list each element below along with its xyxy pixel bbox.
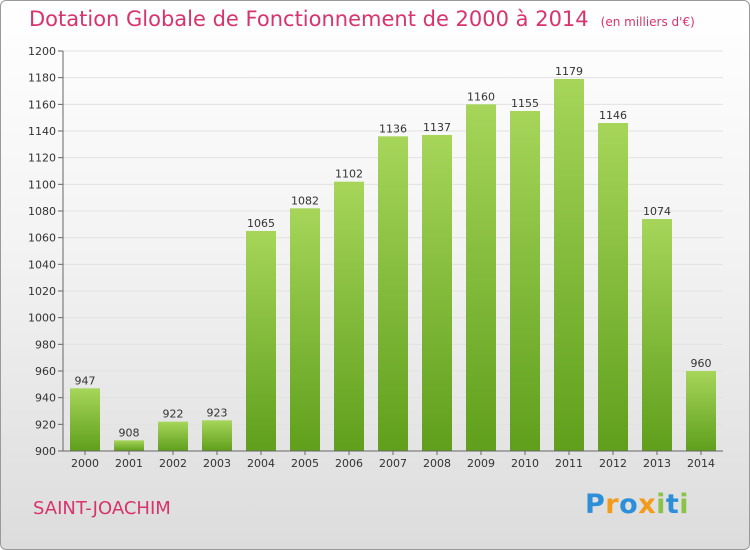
bar-value-label: 1102	[335, 168, 363, 181]
bar	[642, 219, 672, 451]
bar-value-label: 1074	[643, 205, 671, 218]
x-tick-label: 2002	[159, 457, 187, 470]
bar-value-label: 908	[119, 426, 140, 439]
chart-title-text: Dotation Globale de Fonctionnement de 20…	[29, 7, 589, 31]
y-tick-label: 920	[35, 418, 56, 431]
bar	[334, 181, 364, 451]
logo-letter: o	[619, 489, 639, 520]
bar	[510, 111, 540, 451]
y-tick-label: 1180	[28, 72, 56, 85]
bar-value-label: 947	[75, 374, 96, 387]
bar-value-label: 1160	[467, 90, 495, 103]
x-tick-label: 2013	[643, 457, 671, 470]
x-tick-label: 2005	[291, 457, 319, 470]
bar-value-label: 922	[163, 408, 184, 421]
bar	[114, 440, 144, 451]
bar-value-label: 1137	[423, 121, 451, 134]
x-tick-label: 2006	[335, 457, 363, 470]
bar-value-label: 1065	[247, 217, 275, 230]
bar	[598, 123, 628, 451]
town-name: SAINT-JOACHIM	[33, 498, 171, 519]
bar	[202, 420, 232, 451]
x-tick-label: 2003	[203, 457, 231, 470]
bar	[466, 104, 496, 451]
bar	[158, 421, 188, 451]
chart-title: Dotation Globale de Fonctionnement de 20…	[29, 7, 695, 31]
bar	[290, 208, 320, 451]
bar	[70, 388, 100, 451]
x-tick-label: 2011	[555, 457, 583, 470]
x-tick-label: 2009	[467, 457, 495, 470]
y-tick-label: 900	[35, 445, 56, 458]
bar-value-label: 1146	[599, 109, 627, 122]
y-tick-label: 1140	[28, 125, 56, 138]
bar	[686, 371, 716, 451]
x-axis: 2000 2001 2002 2003 2004 2005 2006 2007 2008 2009…	[63, 450, 723, 470]
x-tick-label: 2001	[115, 457, 143, 470]
proxiti-logo: Proxiti	[585, 489, 689, 520]
y-tick-label: 1000	[28, 312, 56, 325]
logo-letter: i	[679, 489, 690, 520]
logo-letter: x	[638, 489, 657, 520]
y-tick-label: 1020	[28, 285, 56, 298]
bar-value-label: 1155	[511, 97, 539, 110]
y-tick-label: 1120	[28, 152, 56, 165]
bar	[422, 135, 452, 451]
logo-letter: i	[656, 489, 666, 520]
x-tick-label: 2007	[379, 457, 407, 470]
bar	[246, 231, 276, 451]
y-tick-label: 1100	[28, 178, 56, 191]
bar	[378, 136, 408, 452]
chart-unit-label: (en milliers d'€)	[600, 15, 695, 29]
logo-letter: r	[605, 489, 620, 520]
x-tick-label: 2014	[687, 457, 715, 470]
y-tick-label: 980	[35, 338, 56, 351]
logo-letter: t	[665, 489, 680, 520]
bar	[554, 79, 584, 451]
x-tick-label: 2000	[71, 457, 99, 470]
logo-letter: P	[585, 489, 606, 520]
y-tick-label: 1080	[28, 205, 56, 218]
y-tick-label: 1060	[28, 232, 56, 245]
y-tick-label: 960	[35, 365, 56, 378]
x-tick-label: 2004	[247, 457, 275, 470]
bars: 947 908 922 923 1065 1082 1102 1136 1137 1160 1155…	[70, 65, 716, 452]
bar-value-label: 960	[691, 357, 712, 370]
x-tick-label: 2008	[423, 457, 451, 470]
y-tick-label: 940	[35, 392, 56, 405]
y-tick-label: 1200	[28, 45, 56, 58]
bar-value-label: 1179	[555, 65, 583, 78]
bar-value-label: 923	[207, 406, 228, 419]
bar-value-label: 1082	[291, 194, 319, 207]
y-tick-label: 1040	[28, 258, 56, 271]
y-axis: 900 920 940 960 980 1000 1020 1040 1060 1080 1100 1…	[28, 45, 64, 458]
x-tick-label: 2012	[599, 457, 627, 470]
x-tick-label: 2010	[511, 457, 539, 470]
bar-value-label: 1136	[379, 122, 407, 135]
y-tick-label: 1160	[28, 98, 56, 111]
